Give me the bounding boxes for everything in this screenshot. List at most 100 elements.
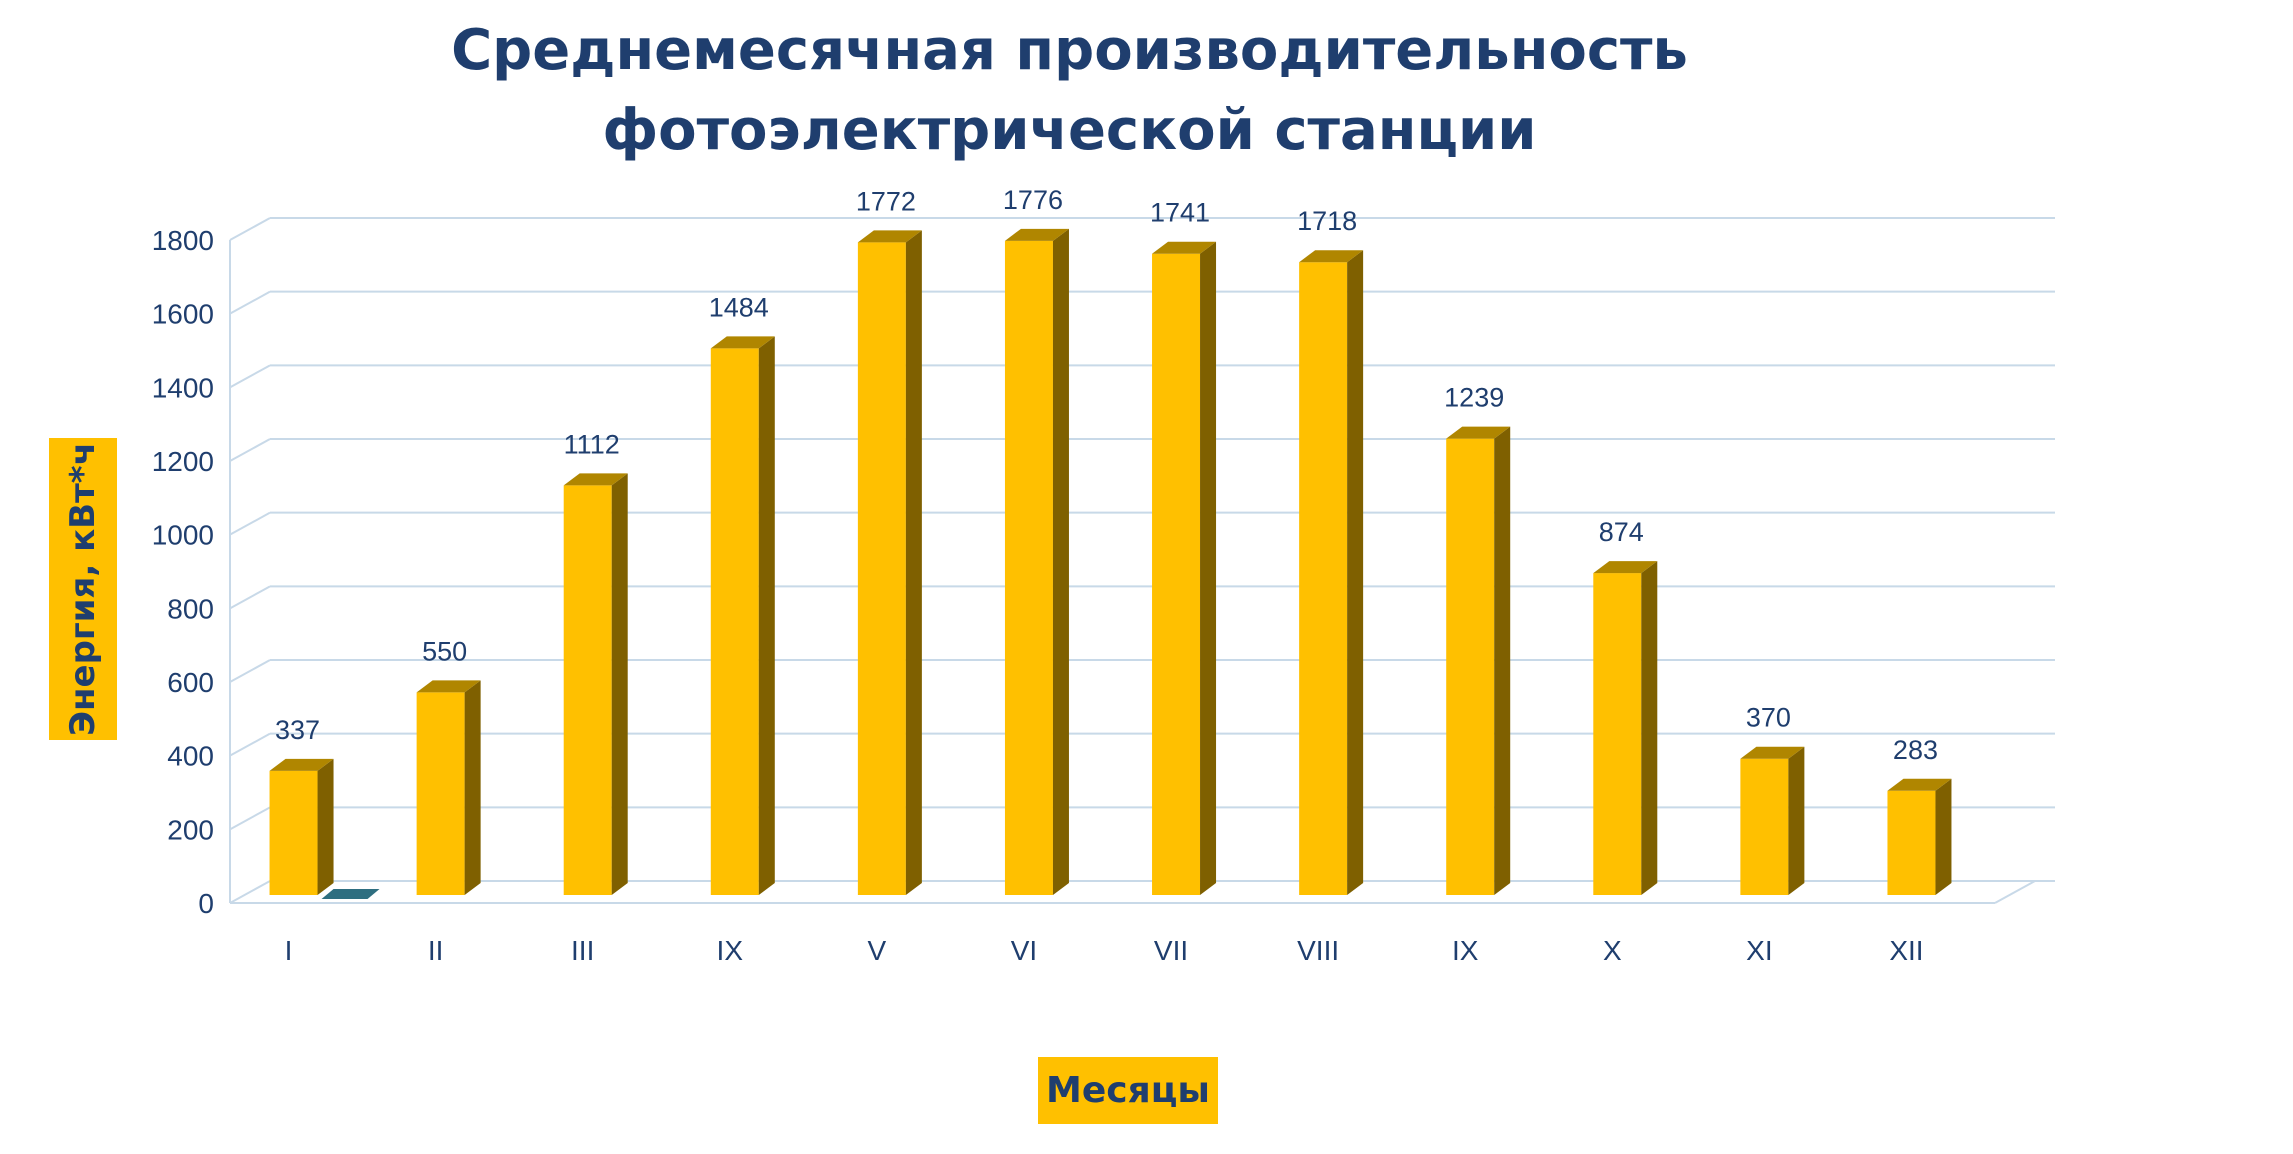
- y-tick-label: 400: [167, 741, 214, 772]
- data-label: 1772: [856, 186, 916, 216]
- bar: [1446, 426, 1511, 895]
- bar-front: [857, 242, 906, 895]
- gridline-left-wall: [229, 880, 271, 904]
- bar: [710, 336, 775, 896]
- gridline-left-wall: [229, 364, 271, 389]
- x-axis-label: Месяцы: [1046, 1070, 1210, 1111]
- bar-top: [563, 473, 628, 486]
- bar-side: [1200, 241, 1217, 895]
- data-label: 1741: [1150, 198, 1210, 228]
- x-axis-tick-labels: I II III IX V VI VII VIII IX X XI XII: [285, 935, 1924, 966]
- bar-top: [1004, 228, 1069, 241]
- bar-front: [563, 485, 612, 895]
- gridline-left-wall: [229, 659, 271, 683]
- y-tick-label: 800: [167, 593, 214, 624]
- gridline-left-wall: [229, 438, 271, 462]
- bar-top: [1299, 250, 1364, 263]
- bar: [1740, 746, 1805, 895]
- data-label: 1484: [709, 292, 769, 322]
- data-label: 1239: [1444, 383, 1504, 413]
- bar: [857, 230, 922, 895]
- data-label: 550: [422, 636, 467, 666]
- bar-front: [416, 692, 465, 895]
- bar: [416, 680, 481, 895]
- bar-front: [1152, 253, 1201, 895]
- bar-front: [1446, 438, 1495, 895]
- x-tick-label: X: [1603, 935, 1622, 966]
- bar-front: [269, 770, 318, 895]
- data-label: 283: [1893, 735, 1938, 765]
- y-tick-label: 0: [198, 888, 214, 919]
- x-tick-label: IX: [717, 935, 744, 966]
- gridline-left-wall: [229, 732, 271, 757]
- bar-front: [710, 348, 759, 896]
- bar-side: [1347, 250, 1364, 895]
- bar-side: [1641, 561, 1658, 895]
- data-label: 1776: [1003, 185, 1063, 215]
- gridline-left-wall: [229, 806, 271, 831]
- y-axis-label-box: Энергия, кВт*ч: [49, 438, 117, 740]
- bar: [1299, 250, 1364, 895]
- x-tick-label: V: [868, 935, 887, 966]
- gridline-left-wall: [229, 511, 271, 536]
- bar: [269, 758, 334, 895]
- axes: [229, 240, 2036, 904]
- x-tick-label: XII: [1889, 935, 1923, 966]
- x-tick-label: II: [428, 935, 444, 966]
- bar-front: [1740, 758, 1789, 895]
- bar-top: [1152, 241, 1217, 254]
- y-tick-label: 600: [167, 667, 214, 698]
- y-tick-label: 1000: [152, 520, 214, 551]
- bars: [269, 228, 1952, 899]
- y-axis-label: Энергия, кВт*ч: [63, 442, 103, 736]
- y-tick-label: 1600: [152, 299, 214, 330]
- bar-side: [611, 473, 628, 895]
- bar-top: [1740, 746, 1805, 759]
- bar-front: [1887, 790, 1936, 895]
- data-labels: 337 550 1112 1484 1772 1776 1741 1718 1239 874 370…: [275, 185, 1938, 765]
- bar: [1152, 241, 1217, 895]
- x-tick-label: III: [571, 935, 594, 966]
- bar-top: [416, 680, 481, 693]
- y-tick-label: 1400: [152, 372, 214, 403]
- bar-top: [269, 758, 334, 771]
- x-tick-label: XI: [1746, 935, 1772, 966]
- bar: [563, 473, 628, 895]
- gridline-left-wall: [229, 290, 271, 315]
- bar-side: [1788, 746, 1805, 895]
- gridline-left-wall: [229, 585, 271, 610]
- gridline-left-wall: [229, 217, 271, 241]
- y-tick-label: 200: [167, 814, 214, 845]
- bar-top: [857, 230, 922, 243]
- x-axis-label-box: Месяцы: [1038, 1057, 1218, 1124]
- x-tick-label: VIII: [1297, 935, 1339, 966]
- bar: [1887, 778, 1952, 895]
- data-label: 874: [1599, 517, 1644, 547]
- floor-right-edge: [1994, 880, 2036, 904]
- y-tick-label: 1200: [152, 446, 214, 477]
- bar-side: [464, 680, 481, 895]
- x-tick-label: VII: [1154, 935, 1188, 966]
- y-tick-label: 1800: [152, 225, 214, 256]
- secondary-series-marker: [321, 889, 380, 899]
- data-label: 370: [1746, 703, 1791, 733]
- x-tick-label: IX: [1452, 935, 1479, 966]
- bar-side: [905, 230, 922, 895]
- bar-top: [1593, 561, 1658, 574]
- bar: [1004, 228, 1069, 896]
- bar-front: [1593, 573, 1642, 895]
- bar-top: [710, 336, 775, 349]
- bar-top: [1446, 426, 1511, 439]
- bar-side: [1935, 778, 1952, 895]
- bar-front: [1004, 240, 1053, 896]
- data-label: 1112: [564, 429, 620, 459]
- bar-side: [1494, 426, 1511, 895]
- bar-top: [1887, 778, 1952, 791]
- data-label: 337: [275, 715, 320, 745]
- bar-side: [317, 758, 334, 895]
- y-axis-tick-labels: 0 200 400 600 800 1000 1200 1400 1600 1800: [152, 225, 214, 919]
- x-tick-label: I: [285, 935, 293, 966]
- data-label: 1718: [1297, 206, 1357, 236]
- bar-side: [758, 336, 775, 896]
